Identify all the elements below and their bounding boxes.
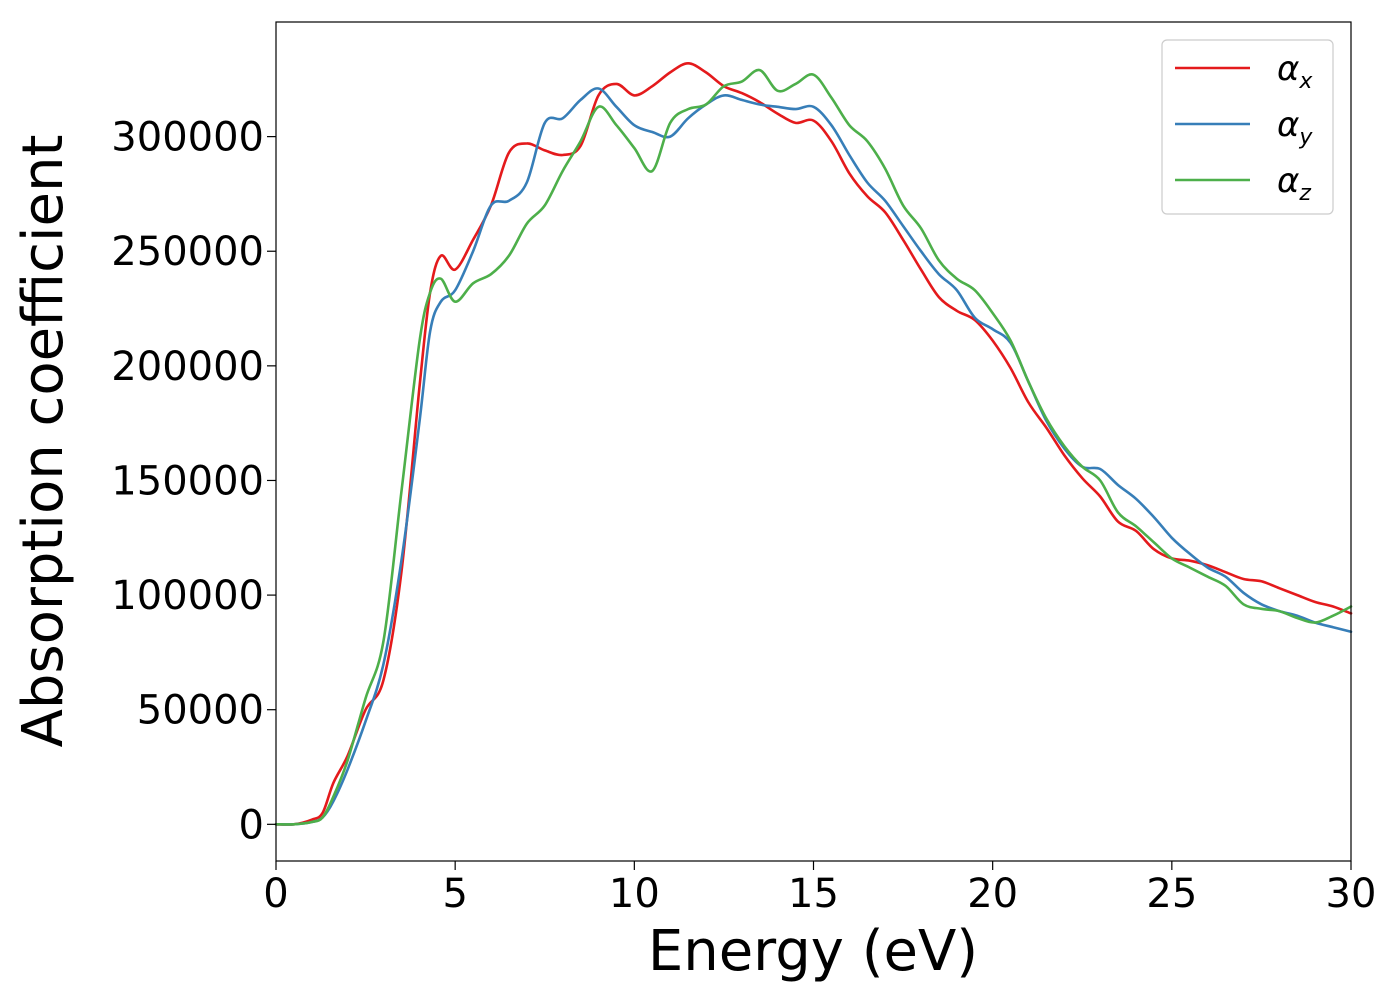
- x-tick-label: 10: [609, 871, 660, 917]
- legend-box: [1161, 39, 1334, 215]
- y-tick-label: 150000: [111, 458, 264, 504]
- y-tick-label: 200000: [111, 344, 264, 390]
- legend-label-x: αx: [1277, 49, 1313, 94]
- legend-label-z: αz: [1277, 161, 1311, 206]
- y-tick-label: 300000: [111, 115, 264, 161]
- legend-symbol: α: [1277, 49, 1299, 89]
- legend-subscript: z: [1298, 181, 1311, 206]
- x-tick-label: 30: [1326, 871, 1377, 917]
- x-tick-label: 0: [263, 871, 288, 917]
- x-tick-label: 20: [967, 871, 1018, 917]
- x-tick-label: 25: [1146, 871, 1197, 917]
- legend-subscript: x: [1298, 69, 1313, 94]
- y-tick-label: 250000: [111, 229, 264, 275]
- x-tick-label: 15: [788, 871, 839, 917]
- y-axis-ticks: 0 50000 100000 150000 200000 250000 300000: [111, 115, 276, 848]
- y-tick-label: 100000: [111, 573, 264, 619]
- legend-symbol: α: [1277, 105, 1299, 145]
- x-tick-label: 5: [442, 871, 467, 917]
- series-line-x: [274, 62, 1353, 826]
- y-axis-title: Absorption coefficient: [11, 135, 76, 748]
- x-axis-title: Energy (eV): [648, 919, 978, 984]
- x-axis-ticks: 0 5 10 15 20 25 30: [263, 861, 1376, 917]
- series-line-y: [274, 87, 1353, 826]
- series-lines: [274, 62, 1353, 826]
- legend-label-y: αy: [1277, 105, 1313, 150]
- legend-symbol: α: [1277, 161, 1299, 201]
- series-line-z: [274, 68, 1353, 826]
- legend-subscript: y: [1298, 125, 1313, 150]
- plot-frame: [275, 21, 1352, 862]
- y-tick-label: 50000: [137, 688, 264, 734]
- y-tick-label: 0: [239, 802, 264, 848]
